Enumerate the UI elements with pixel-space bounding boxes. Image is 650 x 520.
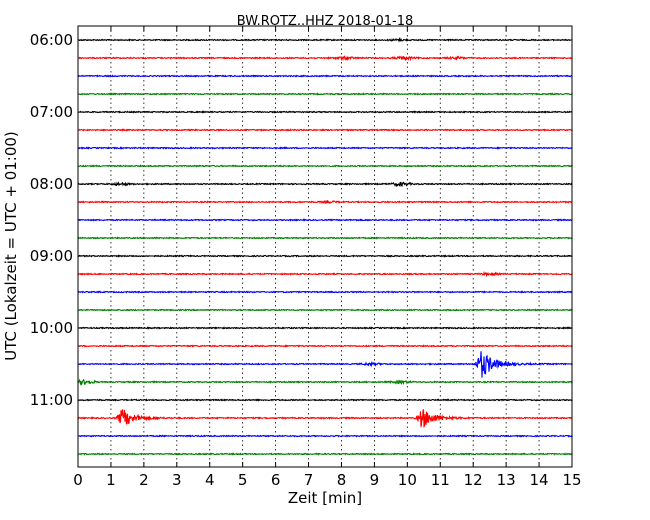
trace-line (77, 92, 573, 96)
x-tick-label: 7 (304, 471, 314, 489)
y-tick-label: 10:00 (30, 319, 73, 337)
x-tick-label: 2 (139, 471, 149, 489)
trace-line (77, 409, 573, 428)
y-tick-label: 11:00 (30, 391, 73, 409)
trace-line (77, 398, 573, 402)
trace-line (77, 236, 573, 240)
trace-line (77, 164, 573, 168)
x-tick-label: 10 (398, 471, 417, 489)
trace-line (77, 36, 573, 43)
trace-line (77, 290, 573, 294)
x-tick-label: 3 (172, 471, 182, 489)
y-tick-label: 06:00 (30, 31, 73, 49)
y-tick-label: 07:00 (30, 103, 73, 121)
plot-frame (77, 25, 573, 468)
trace-line (77, 378, 573, 386)
x-axis: 0 1 2 3 4 5 6 7 8 9 10 11 12 13 14 15 (73, 26, 582, 489)
trace-line (77, 181, 573, 188)
trace-line (78, 74, 573, 78)
x-tick-label: 8 (337, 471, 347, 489)
x-tick-label: 11 (431, 471, 450, 489)
x-tick-label: 14 (530, 471, 549, 489)
x-axis-label: Zeit [min] (288, 489, 362, 507)
x-tick-label: 6 (271, 471, 281, 489)
trace-line (77, 146, 573, 150)
trace-line (77, 326, 573, 330)
x-tick-label: 13 (497, 471, 516, 489)
trace-line (77, 128, 573, 132)
trace-line (78, 55, 573, 62)
trace-line (77, 308, 573, 312)
trace-line (77, 351, 573, 378)
y-tick-label: 09:00 (30, 247, 73, 265)
x-tick-label: 4 (205, 471, 215, 489)
chart-title: BW.ROTZ..HHZ 2018-01-18 (237, 14, 413, 29)
trace-line (77, 452, 573, 456)
y-axis-label: UTC (Lokalzeit = UTC + 01:00) (2, 131, 20, 361)
trace-line (77, 270, 573, 278)
x-tick-label: 5 (238, 471, 248, 489)
y-axis: 06:00 07:00 08:00 09:00 10:00 11:00 (30, 31, 572, 409)
trace-line (77, 218, 573, 222)
trace-line (77, 199, 573, 205)
y-tick-label: 08:00 (30, 175, 73, 193)
trace-group (77, 36, 573, 456)
x-tick-label: 1 (106, 471, 116, 489)
x-tick-label: 9 (370, 471, 380, 489)
trace-line (77, 344, 573, 348)
trace-line (77, 434, 573, 438)
x-tick-label: 0 (73, 471, 83, 489)
x-tick-label: 15 (562, 471, 581, 489)
trace-line (77, 110, 573, 114)
x-tick-label: 12 (464, 471, 483, 489)
grid-lines (110, 26, 540, 467)
trace-line (77, 254, 573, 258)
